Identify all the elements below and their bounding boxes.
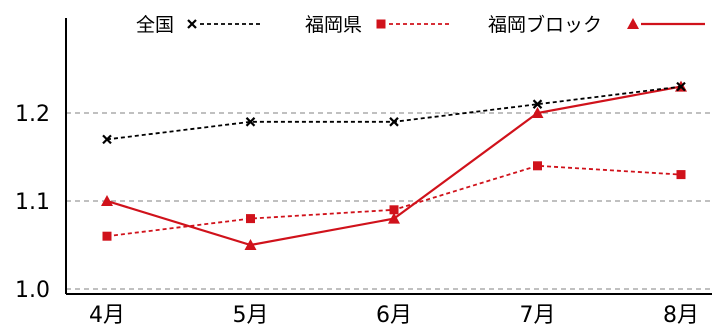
data-point — [389, 205, 399, 215]
legend-label: 福岡ブロック — [488, 13, 602, 36]
legend-marker — [627, 18, 639, 29]
x-tick-label: 5月 — [233, 303, 269, 327]
data-point — [101, 195, 113, 206]
x-tick-labels: 4月 5月 6月 7月 8月 — [89, 303, 699, 328]
data-point — [531, 107, 544, 118]
series-0 — [102, 81, 686, 145]
data-point — [389, 117, 399, 127]
x-tick-label: 4月 — [89, 303, 125, 327]
y-tick-labels: 1.0 1.1 1.2 — [15, 102, 50, 303]
data-point — [102, 134, 112, 145]
series-1 — [102, 161, 686, 241]
data-point — [533, 161, 542, 171]
legend-label: 全国 — [136, 14, 174, 36]
data-point — [388, 212, 400, 224]
grid-layer — [66, 112, 712, 290]
y-tick-label: 1.1 — [15, 190, 50, 215]
data-point — [532, 99, 543, 109]
data-point — [245, 117, 256, 127]
data-point — [676, 170, 686, 180]
data-point — [244, 239, 257, 250]
legend-marker — [376, 19, 386, 29]
series-2 — [101, 80, 687, 250]
legend-item-1: 福岡県 — [305, 14, 452, 36]
data-point — [102, 231, 112, 241]
legend-label: 福岡県 — [305, 14, 362, 36]
legend-item-0: 全国 — [136, 14, 262, 36]
axis-layer — [65, 18, 712, 295]
x-tick-label: 7月 — [520, 303, 556, 327]
x-tick-label: 8月 — [663, 303, 699, 327]
legend: 全国 福岡県 福岡ブロック — [136, 13, 705, 36]
y-tick-label: 1.2 — [15, 102, 50, 127]
data-point — [246, 214, 255, 224]
x-tick-label: 6月 — [376, 303, 412, 327]
legend-marker — [187, 19, 197, 29]
data-point — [676, 81, 686, 92]
legend-item-2: 福岡ブロック — [488, 13, 705, 36]
y-tick-label: 1.0 — [15, 278, 50, 303]
series-layer — [101, 80, 687, 250]
